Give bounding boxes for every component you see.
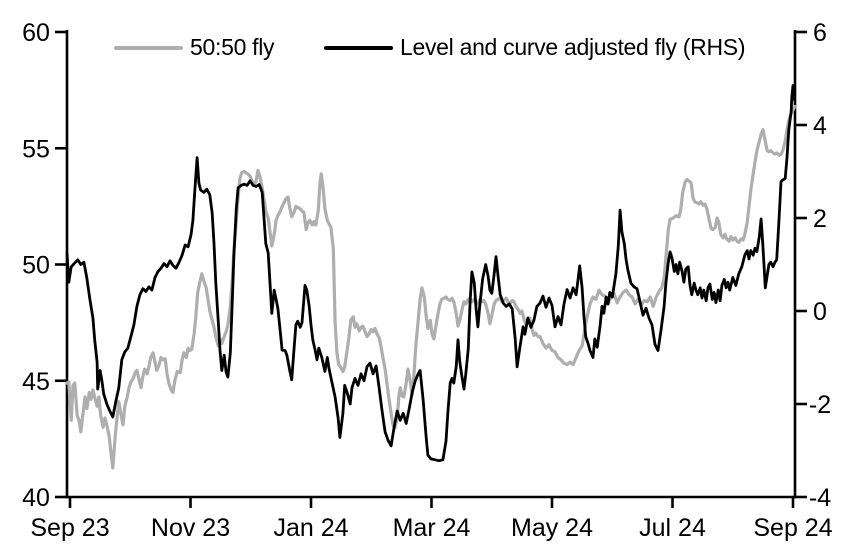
right-axis-tick-label: -4	[809, 484, 831, 512]
right-axis-tick-label: 6	[813, 19, 827, 47]
x-axis-tick-label: Jul 24	[639, 514, 706, 542]
right-axis-tick-label: 0	[813, 298, 827, 326]
x-axis-tick-label: Nov 23	[151, 514, 230, 542]
x-axis-tick-label: Mar 24	[393, 514, 471, 542]
x-axis-tick-label: May 24	[511, 514, 593, 542]
left-axis-tick-label: 55	[22, 135, 50, 163]
left-axis-tick-label: 60	[22, 19, 50, 47]
x-axis-tick-label: Sep 24	[753, 514, 832, 542]
left-axis-tick-label: 40	[22, 484, 50, 512]
left-axis-tick-label: 45	[22, 368, 50, 396]
right-axis-tick-label: -2	[809, 391, 831, 419]
x-axis-tick-label: Jan 24	[273, 514, 348, 542]
series-line-5050-fly	[65, 104, 797, 470]
right-axis-tick-label: 2	[813, 205, 827, 233]
x-axis-tick-label: Sep 23	[30, 514, 109, 542]
right-axis-tick-label: 4	[813, 112, 827, 140]
left-axis-tick-label: 50	[22, 252, 50, 280]
series-line-level-curve-adjusted-fly	[65, 84, 797, 463]
